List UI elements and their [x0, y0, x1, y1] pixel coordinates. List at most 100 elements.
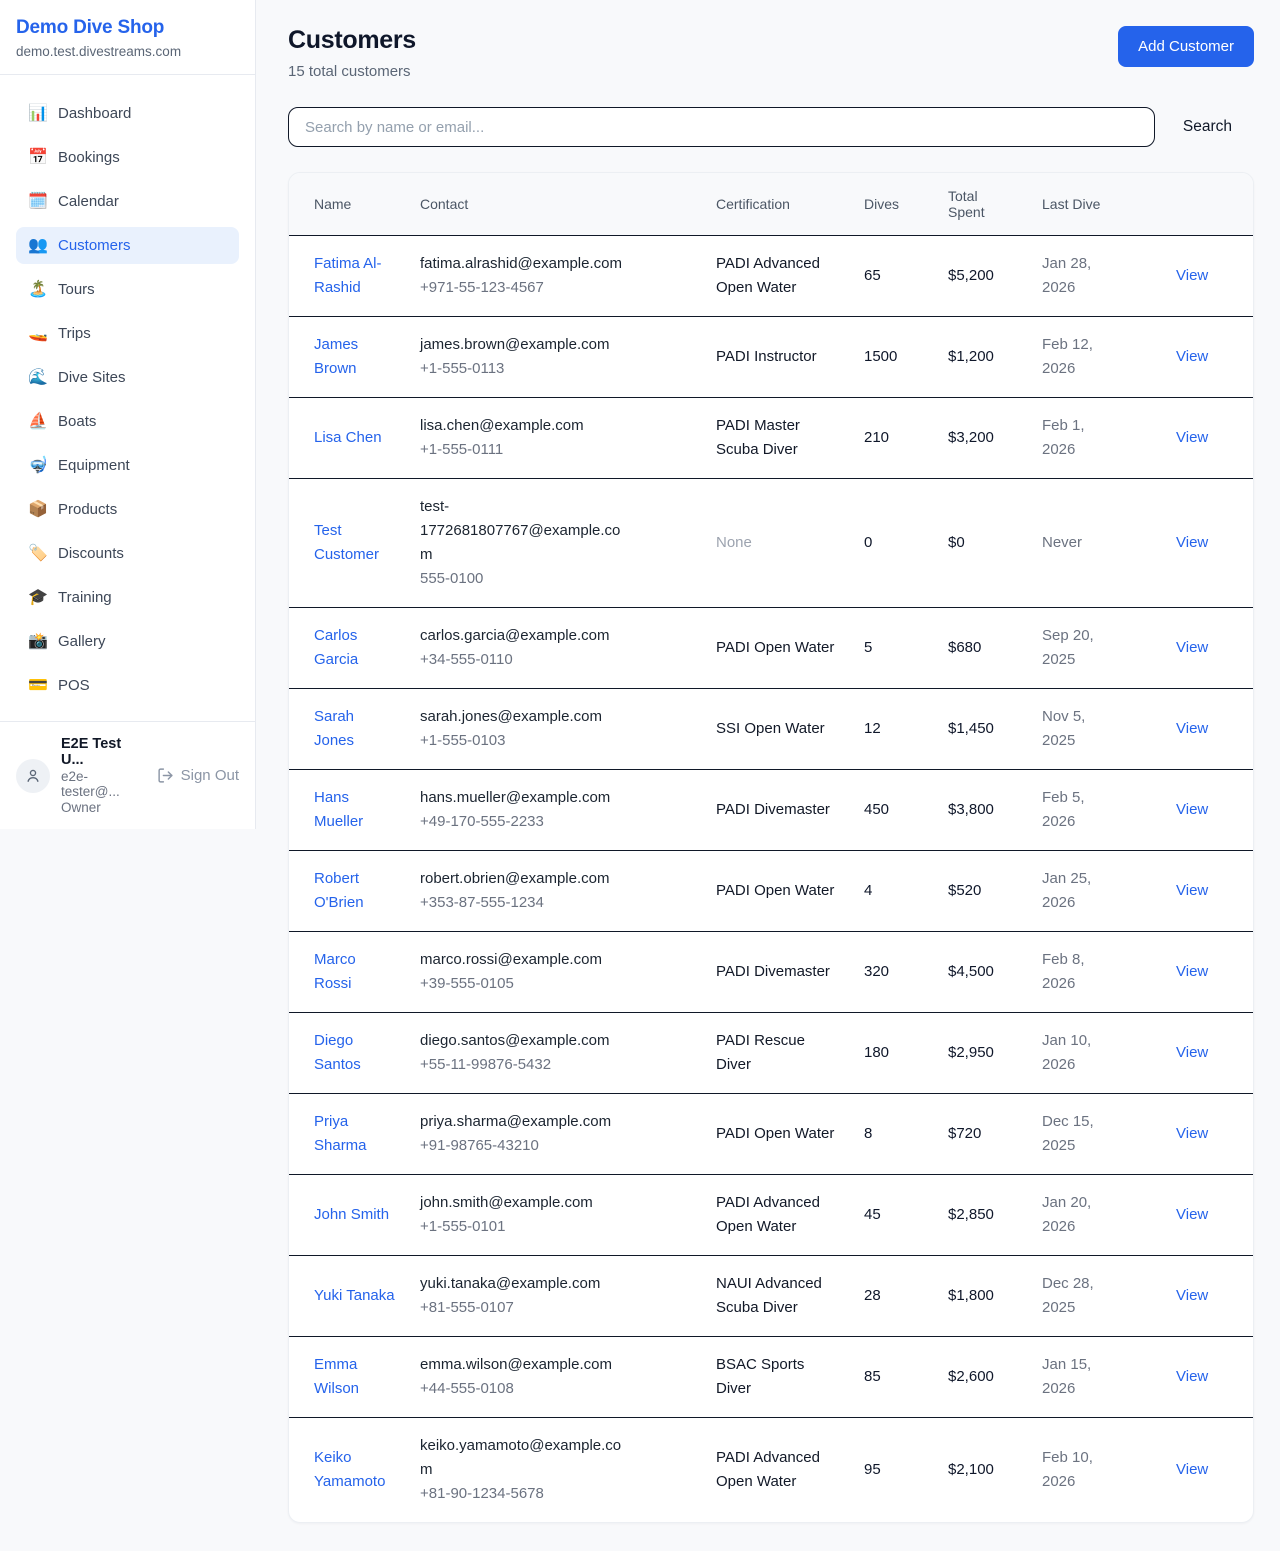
customer-name-link[interactable]: Robert O'Brien [314, 869, 364, 911]
brand-block: Demo Dive Shop demo.test.divestreams.com [0, 0, 255, 75]
search-button[interactable]: Search [1182, 118, 1232, 135]
search-row: Search [288, 107, 1254, 147]
sidebar-item-label: Trips [58, 325, 91, 342]
view-customer-link[interactable]: View [1176, 266, 1209, 284]
customer-email: emma.wilson@example.com [420, 1355, 612, 1373]
view-customer-link[interactable]: View [1176, 962, 1209, 980]
view-customer-link[interactable]: View [1176, 533, 1209, 551]
main-content: Customers 15 total customers Add Custome… [256, 0, 1280, 1551]
sidebar-item-discounts[interactable]: 🏷️ Discounts [16, 535, 239, 572]
customer-name-link[interactable]: James Brown [314, 335, 359, 377]
view-customer-link[interactable]: View [1176, 719, 1209, 737]
customer-last-dive: Jan 15, 2026 [1042, 1355, 1092, 1397]
sidebar-item-label: Dive Sites [58, 369, 126, 386]
sidebar-item-label: Dashboard [58, 105, 132, 122]
customer-phone: +971-55-123-4567 [420, 278, 544, 296]
customer-name-link[interactable]: Keiko Yamamoto [314, 1448, 386, 1490]
sidebar-item-bookings[interactable]: 📅 Bookings [16, 139, 239, 176]
customer-phone: +1-555-0113 [420, 359, 505, 377]
sidebar-item-dive-sites[interactable]: 🌊 Dive Sites [16, 359, 239, 396]
sidebar-item-tours[interactable]: 🏝️ Tours [16, 271, 239, 308]
column-header-last-dive: Last Dive [1030, 173, 1116, 236]
customer-email: keiko.yamamoto@example.com [420, 1436, 622, 1478]
table-header-row: Name Contact Certification Dives Total S… [289, 173, 1253, 236]
table-row: Keiko Yamamoto keiko.yamamoto@example.co… [289, 1417, 1253, 1522]
customer-dives: 85 [864, 1367, 881, 1385]
column-header-total-spent: Total Spent [936, 173, 1030, 236]
spiral-calendar-icon: 🗓️ [28, 192, 48, 210]
people-icon: 👥 [28, 236, 48, 254]
table-row: Robert O'Brien robert.obrien@example.com… [289, 850, 1253, 932]
view-customer-link[interactable]: View [1176, 1286, 1209, 1304]
view-customer-link[interactable]: View [1176, 881, 1209, 899]
sidebar-item-equipment[interactable]: 🤿 Equipment [16, 447, 239, 484]
customer-total-spent: $1,800 [948, 1286, 994, 1304]
customer-phone: 555-0100 [420, 569, 484, 587]
customer-name-link[interactable]: Fatima Al-Rashid [314, 254, 382, 296]
customer-total-spent: $720 [948, 1124, 982, 1142]
customer-phone: +34-555-0110 [420, 650, 513, 668]
customer-name-link[interactable]: Emma Wilson [314, 1355, 360, 1397]
customer-name-link[interactable]: Carlos Garcia [314, 626, 359, 668]
view-customer-link[interactable]: View [1176, 1460, 1209, 1478]
customer-name-link[interactable]: Sarah Jones [314, 707, 355, 749]
table-row: James Brown james.brown@example.com +1-5… [289, 316, 1253, 398]
customer-dives: 95 [864, 1460, 881, 1478]
add-customer-button[interactable]: Add Customer [1118, 26, 1254, 67]
customer-name-link[interactable]: Lisa Chen [314, 428, 382, 446]
sidebar-item-gallery[interactable]: 📸 Gallery [16, 623, 239, 660]
sidebar-item-label: Products [58, 501, 118, 518]
customer-name-link[interactable]: Diego Santos [314, 1031, 361, 1073]
customer-name-link[interactable]: John Smith [314, 1205, 390, 1223]
view-customer-link[interactable]: View [1176, 1205, 1209, 1223]
customer-dives: 12 [864, 719, 881, 737]
sidebar-item-training[interactable]: 🎓 Training [16, 579, 239, 616]
customer-name-link[interactable]: Yuki Tanaka [314, 1286, 395, 1304]
customer-email: robert.obrien@example.com [420, 869, 610, 887]
sailboat-icon: ⛵ [28, 412, 48, 430]
customer-certification: PADI Open Water [716, 1124, 835, 1142]
sidebar-item-dashboard[interactable]: 📊 Dashboard [16, 95, 239, 132]
sign-out-button[interactable]: Sign Out [157, 767, 239, 784]
sidebar-item-label: Gallery [58, 633, 106, 650]
customer-certification: PADI Rescue Diver [716, 1031, 805, 1073]
view-customer-link[interactable]: View [1176, 1367, 1209, 1385]
customer-certification: BSAC Sports Diver [716, 1355, 805, 1397]
sidebar-item-calendar[interactable]: 🗓️ Calendar [16, 183, 239, 220]
column-header-name: Name [289, 173, 408, 236]
person-icon [27, 769, 39, 782]
column-header-contact: Contact [408, 173, 704, 236]
view-customer-link[interactable]: View [1176, 347, 1209, 365]
customer-certification: None [716, 533, 752, 551]
sidebar-item-boats[interactable]: ⛵ Boats [16, 403, 239, 440]
view-customer-link[interactable]: View [1176, 800, 1209, 818]
customer-name-link[interactable]: Marco Rossi [314, 950, 356, 992]
customer-name-link[interactable]: Priya Sharma [314, 1112, 367, 1154]
view-customer-link[interactable]: View [1176, 638, 1209, 656]
sidebar-item-trips[interactable]: 🚤 Trips [16, 315, 239, 352]
sidebar-item-pos[interactable]: 💳 POS [16, 667, 239, 704]
search-input[interactable] [288, 107, 1155, 147]
table-row: Diego Santos diego.santos@example.com +5… [289, 1012, 1253, 1094]
table-row: Carlos Garcia carlos.garcia@example.com … [289, 607, 1253, 689]
view-customer-link[interactable]: View [1176, 428, 1209, 446]
customer-certification: PADI Advanced Open Water [716, 1193, 820, 1235]
sidebar-item-label: Bookings [58, 149, 120, 166]
page-title-block: Customers 15 total customers [288, 26, 416, 80]
sidebar-item-customers[interactable]: 👥 Customers [16, 227, 239, 264]
customer-name-link[interactable]: Test Customer [314, 521, 380, 563]
customer-certification: SSI Open Water [716, 719, 825, 737]
sidebar-item-products[interactable]: 📦 Products [16, 491, 239, 528]
camera-icon: 📸 [28, 632, 48, 650]
column-header-certification: Certification [704, 173, 852, 236]
customer-dives: 5 [864, 638, 873, 656]
customer-name-link[interactable]: Hans Mueller [314, 788, 364, 830]
sidebar-item-label: Equipment [58, 457, 130, 474]
customer-last-dive: Jan 25, 2026 [1042, 869, 1092, 911]
sidebar-item-label: Tours [58, 281, 95, 298]
customer-email: hans.mueller@example.com [420, 788, 611, 806]
view-customer-link[interactable]: View [1176, 1124, 1209, 1142]
view-customer-link[interactable]: View [1176, 1043, 1209, 1061]
customer-total-spent: $1,200 [948, 347, 994, 365]
label-tag-icon: 🏷️ [28, 544, 48, 562]
